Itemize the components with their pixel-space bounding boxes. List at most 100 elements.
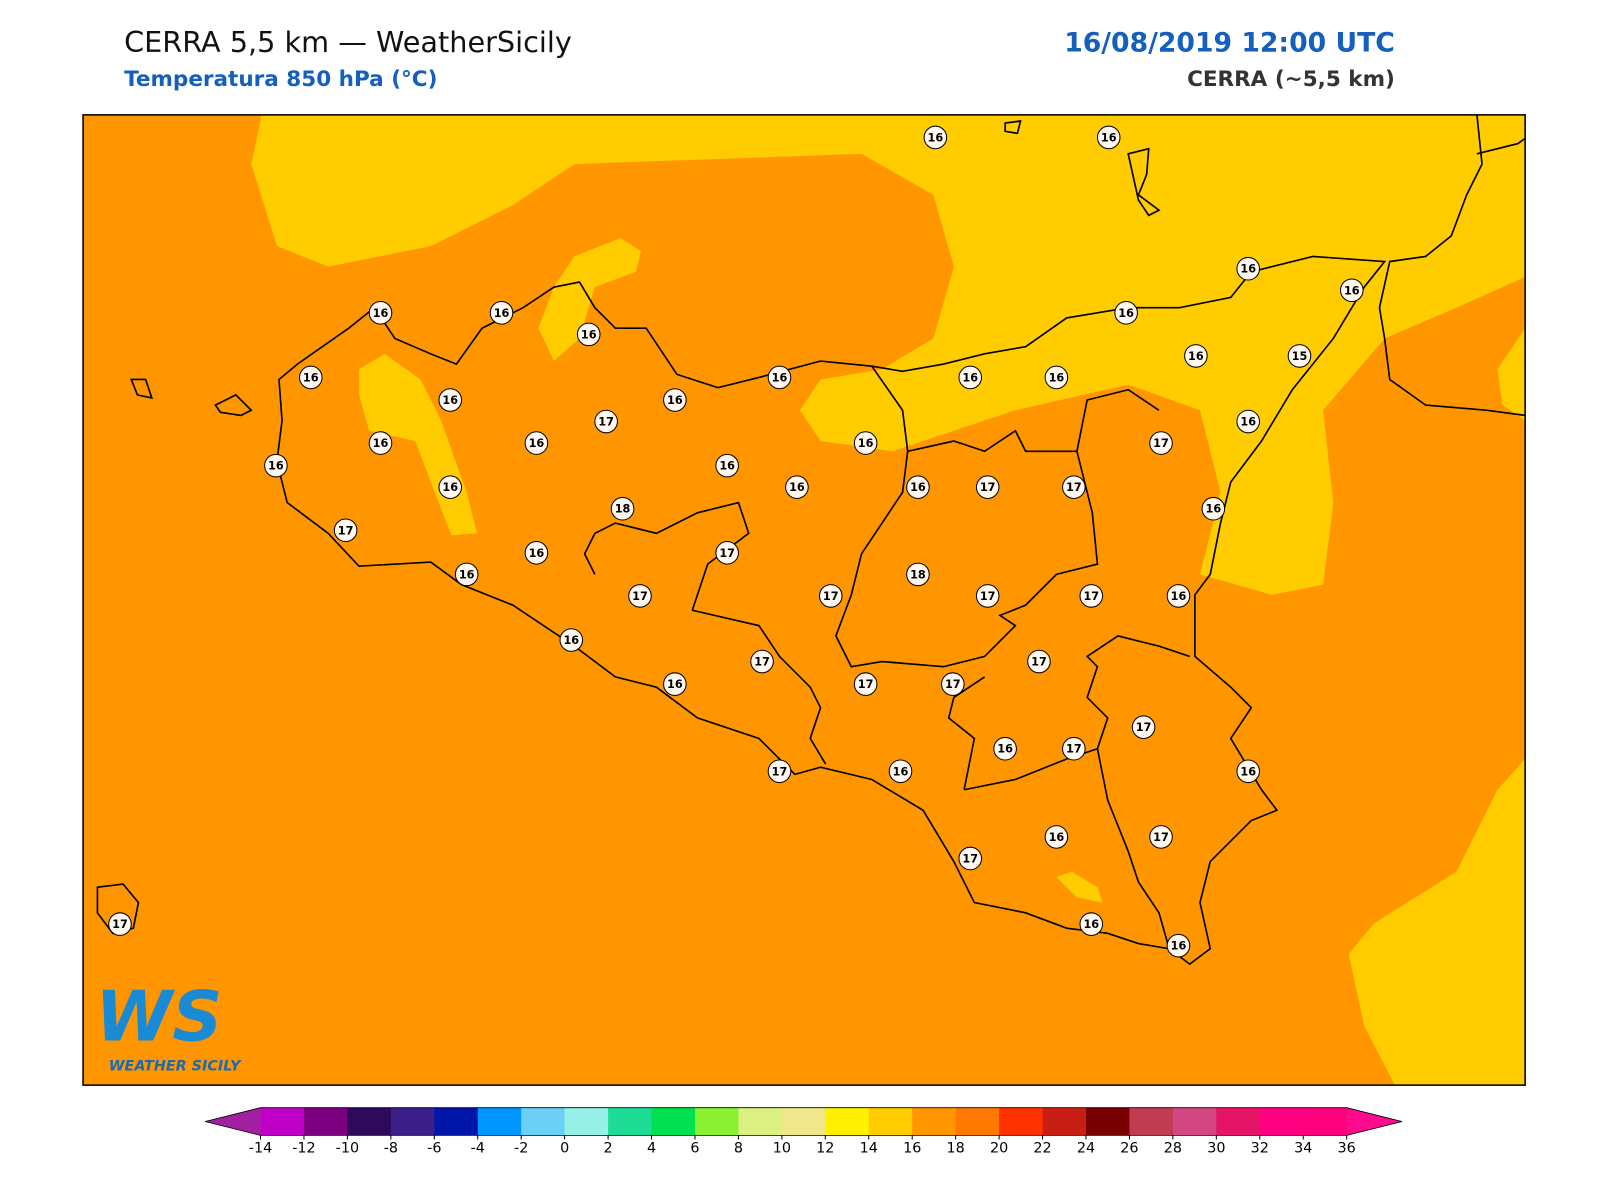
logo: WS WEATHER SICILY [95, 977, 242, 1075]
station-marker [1114, 301, 1138, 325]
title: CERRA 5,5 km — WeatherSicily [124, 25, 572, 59]
station-value: 16 [893, 765, 909, 778]
station-value: 16 [962, 371, 978, 384]
colorbar-segment [1129, 1107, 1174, 1136]
station-value: 16 [1118, 307, 1134, 320]
station-value: 16 [1049, 831, 1065, 844]
station-marker [767, 365, 792, 390]
colorbar-tick-label: 16 [903, 1141, 921, 1157]
colorbar-tick-label: -10 [336, 1141, 359, 1157]
colorbar-tick-label: 36 [1338, 1141, 1356, 1157]
station-value: 16 [529, 547, 545, 560]
station-value: 17 [719, 547, 735, 560]
station-value: 16 [789, 481, 805, 494]
station-value: 17 [112, 918, 128, 931]
station-marker [1166, 933, 1191, 958]
subtitle: Temperatura 850 hPa (°C) [124, 67, 437, 92]
station-marker [941, 672, 965, 696]
station-value: 16 [1344, 284, 1360, 297]
station-marker [715, 541, 739, 565]
station-value: 16 [442, 394, 458, 407]
colorbar-extend-high [1346, 1107, 1403, 1136]
station-marker [1062, 475, 1086, 499]
station-value: 17 [1153, 831, 1169, 844]
station-marker [333, 518, 358, 543]
station-marker [715, 453, 739, 478]
stations: 16 16 16 16 16 16 16 16 16 16 16 16 16 15 16 16 17 16 16 16… [108, 125, 1364, 958]
station-value: 16 [1188, 350, 1204, 363]
colorbar-segment [955, 1107, 1000, 1136]
colorbar-tick-label: -12 [292, 1141, 315, 1157]
station-marker [1096, 125, 1121, 150]
station-value: 16 [910, 481, 926, 494]
station-marker [576, 322, 601, 347]
station-marker [1236, 759, 1260, 784]
station-value: 17 [1083, 590, 1099, 603]
station-marker [1044, 365, 1069, 390]
colorbar-tick-label: 18 [947, 1141, 965, 1157]
station-marker [1166, 584, 1191, 608]
colorbar-segment [1259, 1107, 1304, 1136]
station-value: 16 [772, 371, 788, 384]
station-marker [1287, 344, 1312, 368]
station-value: 16 [1205, 503, 1221, 516]
station-marker [1149, 431, 1173, 455]
station-marker [1044, 825, 1069, 849]
colorbar-segment [781, 1107, 826, 1136]
station-value: 17 [823, 590, 839, 603]
station-marker [663, 672, 687, 696]
station-marker [1079, 912, 1104, 936]
colorbar-segment [260, 1107, 305, 1136]
station-marker [853, 672, 878, 696]
colorbar-segment [521, 1107, 566, 1136]
colorbar-segment [1216, 1107, 1261, 1136]
station-value: 16 [581, 328, 597, 341]
station-marker [559, 628, 584, 652]
station-marker [785, 475, 809, 499]
station-value: 16 [719, 460, 735, 473]
colorbar-tick-label: 10 [773, 1141, 791, 1157]
field-area [1497, 328, 1526, 421]
station-marker [923, 125, 948, 150]
colorbar-segment [434, 1107, 479, 1136]
station-marker [594, 409, 618, 434]
colorbar-segment [868, 1107, 913, 1136]
colorbar-segment [477, 1107, 522, 1136]
station-value: 16 [1171, 590, 1187, 603]
station-value: 16 [529, 437, 545, 450]
station-value: 16 [442, 481, 458, 494]
station-marker [1201, 496, 1226, 521]
station-marker [524, 431, 549, 455]
field-area [1348, 758, 1526, 1086]
station-marker [489, 301, 514, 325]
colorbar: -14 -12 -10 -8 -6 -4 -2 0 2 4 6 8 10 12 14 16 18 20 22 24 26… [205, 1107, 1403, 1157]
colorbar-tick-label: 20 [990, 1141, 1008, 1157]
station-value: 16 [858, 437, 874, 450]
field-area [1056, 871, 1103, 903]
colorbar-segment [738, 1107, 783, 1136]
station-value: 16 [1101, 131, 1117, 144]
station-marker [958, 846, 983, 871]
station-value: 16 [928, 131, 944, 144]
station-marker [1027, 649, 1051, 674]
colorbar-tick-label: -6 [427, 1141, 441, 1157]
field-area [251, 114, 1526, 595]
colorbar-tick-label: 26 [1120, 1141, 1138, 1157]
station-marker [1236, 409, 1260, 434]
map: 16 16 16 16 16 16 16 16 16 16 16 16 16 15 16 16 17 16 16 16… [83, 114, 1526, 1086]
colorbar-tick-label: -4 [471, 1141, 485, 1157]
station-marker [975, 475, 1000, 499]
station-marker [438, 388, 463, 412]
station-value: 16 [1049, 371, 1065, 384]
station-marker [1236, 256, 1260, 281]
station-value: 16 [1240, 263, 1256, 276]
model: CERRA (~5,5 km) [1187, 67, 1395, 92]
station-marker [368, 431, 393, 455]
station-marker [368, 301, 393, 325]
station-marker [1079, 584, 1104, 608]
station-marker [975, 584, 1000, 608]
colorbar-segment [564, 1107, 609, 1136]
station-marker [1184, 344, 1208, 368]
station-value: 17 [772, 765, 788, 778]
